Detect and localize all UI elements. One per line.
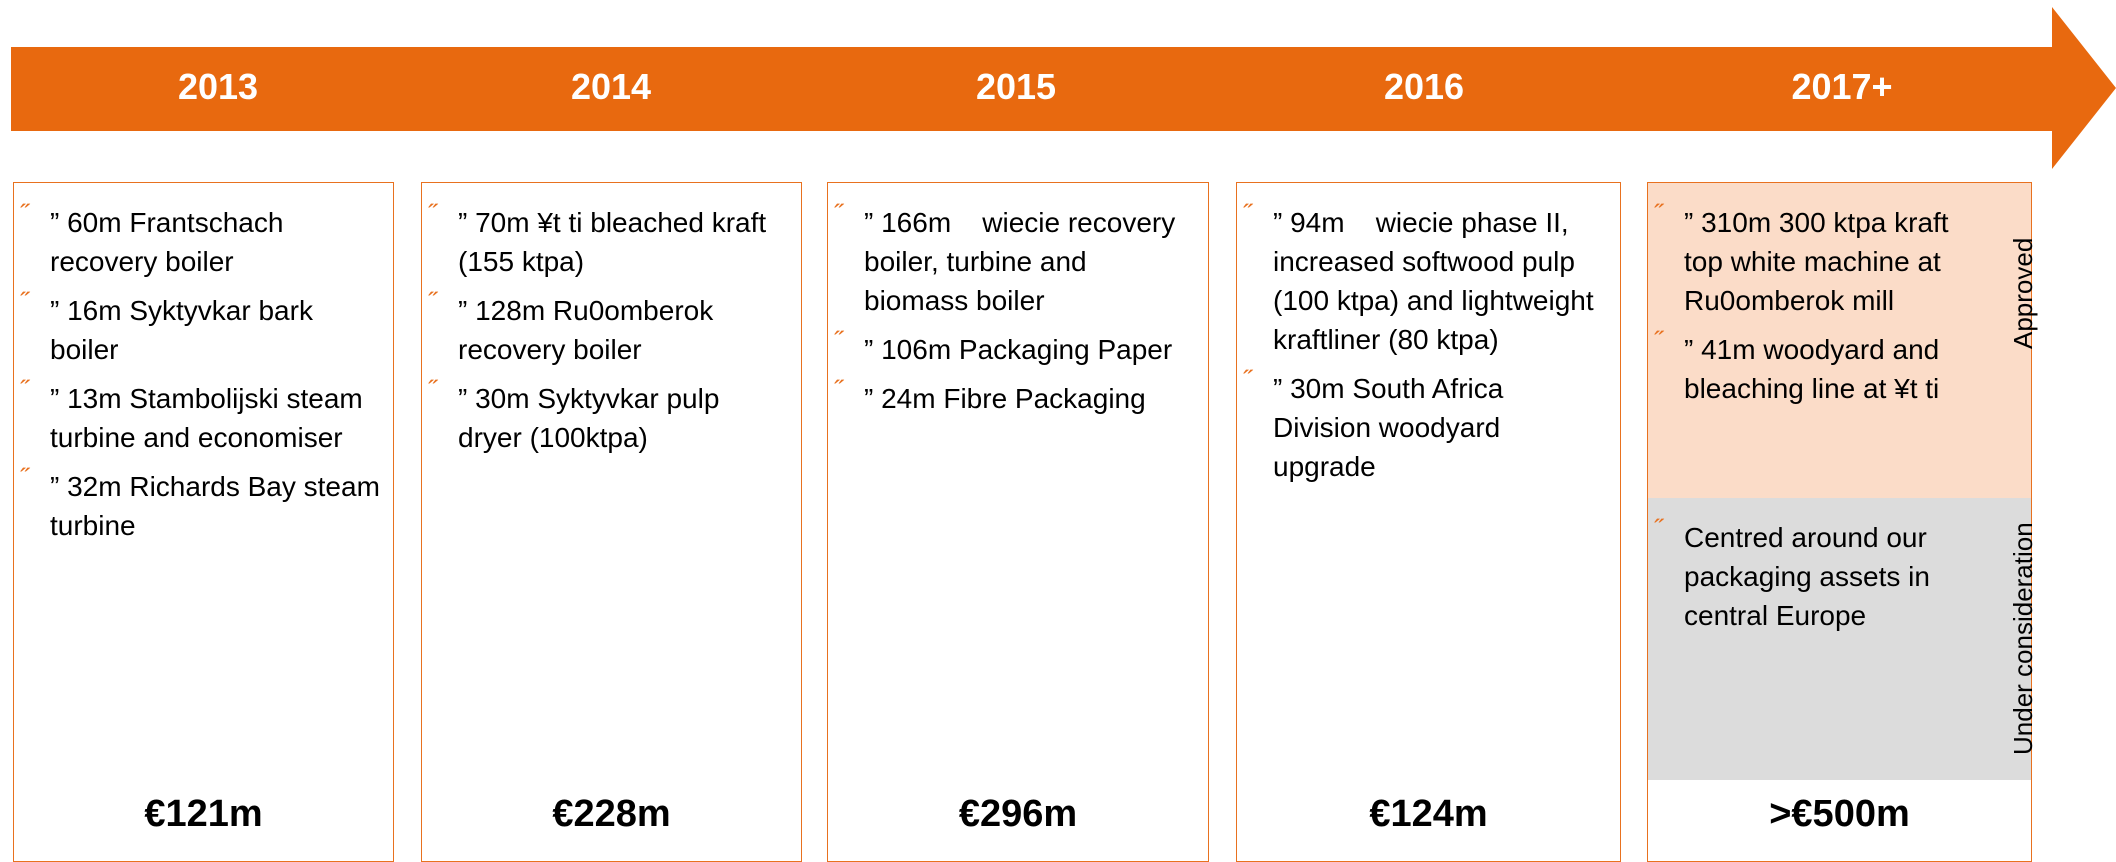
total-amount: €296m: [958, 793, 1078, 835]
total-amount: €228m: [552, 793, 671, 835]
bullet-item: ” 310m 300 ktpa kraft top white machine …: [1654, 195, 1981, 320]
bullet-item: ” 60m Frantschach recovery boiler: [20, 195, 381, 281]
bullet-list: ” 166m wiecie recovery boiler, turbine a…: [828, 183, 1208, 418]
page: 2013” 60m Frantschach recovery boiler” 1…: [0, 0, 2116, 842]
total-amount: €124m: [1369, 793, 1488, 835]
bullet-list: ” 70m ¥t ti bleached kraft (155 ktpa)” 1…: [422, 183, 801, 457]
status-section: ” 310m 300 ktpa kraft top white machine …: [1648, 183, 2038, 498]
year-label: 2013: [177, 66, 259, 107]
year-column: ” 94m wiecie phase II, increased softwoo…: [1236, 182, 1621, 862]
bullet-item: ” 32m Richards Bay steam turbine: [20, 459, 381, 545]
status-section: Centred around our packaging assets in c…: [1648, 498, 2038, 780]
status-label: Approved: [2008, 237, 2038, 349]
bullet-item: ” 30m South Africa Division woodyard upg…: [1243, 361, 1608, 486]
bullet-list: ” 94m wiecie phase II, increased softwoo…: [1237, 183, 1620, 486]
year-column: ” 70m ¥t ti bleached kraft (155 ktpa)” 1…: [421, 182, 802, 862]
bullet-list: ” 310m 300 ktpa kraft top white machine …: [1648, 183, 2031, 408]
arrow-shape: [11, 7, 2116, 169]
bullet-item: ” 13m Stambolijski steam turbine and eco…: [20, 371, 381, 457]
bullet-item: ” 94m wiecie phase II, increased softwoo…: [1243, 195, 1608, 359]
total-amount: >€500m: [1769, 793, 1910, 835]
bullet-item: ” 16m Syktyvkar bark boiler: [20, 283, 381, 369]
bullet-item: ” 128m Ru0omberok recovery boiler: [428, 283, 789, 369]
year-column: ” 166m wiecie recovery boiler, turbine a…: [827, 182, 1209, 862]
timeline-arrow: [11, 7, 2116, 169]
year-column: ” 310m 300 ktpa kraft top white machine …: [1647, 182, 2038, 862]
status-label: Under consideration: [2008, 522, 2038, 756]
year-label: 2017+: [1791, 66, 1893, 107]
bullet-item: ” 41m woodyard and bleaching line at ¥t …: [1654, 322, 1981, 408]
bullet-item: Centred around our packaging assets in c…: [1654, 510, 1981, 635]
bullet-list: Centred around our packaging assets in c…: [1648, 498, 2031, 635]
year-label: 2014: [570, 66, 652, 107]
bullet-item: ” 106m Packaging Paper: [834, 322, 1196, 369]
bullet-item: ” 24m Fibre Packaging: [834, 371, 1196, 418]
bullet-item: ” 30m Syktyvkar pulp dryer (100ktpa): [428, 371, 789, 457]
year-label: 2016: [1383, 66, 1465, 107]
year-label: 2015: [975, 66, 1057, 107]
bullet-item: ” 166m wiecie recovery boiler, turbine a…: [834, 195, 1196, 320]
year-column: ” 60m Frantschach recovery boiler” 16m S…: [13, 182, 394, 862]
bullet-item: ” 70m ¥t ti bleached kraft (155 ktpa): [428, 195, 789, 281]
bullet-list: ” 60m Frantschach recovery boiler” 16m S…: [14, 183, 393, 545]
total-amount: €121m: [144, 793, 263, 835]
